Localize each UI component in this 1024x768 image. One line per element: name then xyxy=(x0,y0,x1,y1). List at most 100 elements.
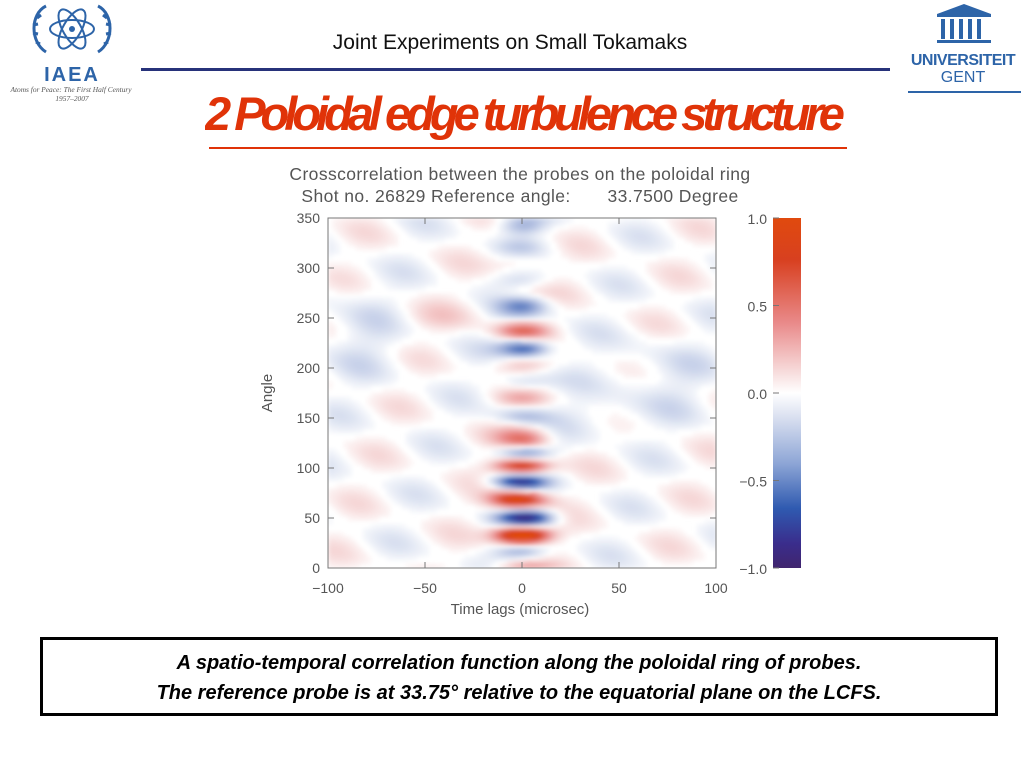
heatmap-cell xyxy=(545,373,550,378)
heatmap-cell xyxy=(518,408,523,414)
heatmap-cell xyxy=(467,385,473,390)
heatmap-cell xyxy=(463,265,469,271)
heatmap-cell xyxy=(351,504,356,509)
heatmap-cell xyxy=(611,269,616,275)
heatmap-cell xyxy=(584,556,589,561)
heatmap-cell xyxy=(452,472,457,478)
heatmap-cell xyxy=(537,305,542,311)
heatmap-cell xyxy=(541,552,546,557)
heatmap-cell xyxy=(452,257,457,263)
heatmap-cell xyxy=(611,329,616,334)
heatmap-cell xyxy=(498,293,504,299)
heatmap-cell xyxy=(560,460,566,466)
heatmap-cell xyxy=(374,273,380,279)
heatmap-cell xyxy=(525,436,531,442)
heatmap-cell xyxy=(339,416,345,422)
heatmap-cell xyxy=(576,516,581,521)
heatmap-cell xyxy=(475,261,480,267)
heatmap-cell xyxy=(397,313,403,319)
heatmap-cell xyxy=(545,468,550,474)
heatmap-cell xyxy=(545,361,550,366)
heatmap-cell xyxy=(362,218,368,223)
heatmap-cell xyxy=(529,345,535,350)
heatmap-cell xyxy=(510,353,515,358)
heatmap-cell xyxy=(370,245,376,251)
heatmap-cell xyxy=(397,389,403,394)
heatmap-cell xyxy=(564,484,570,490)
heatmap-cell xyxy=(370,305,376,311)
heatmap-cell xyxy=(603,381,608,386)
heatmap-cell xyxy=(328,488,333,494)
heatmap-cell xyxy=(541,245,546,251)
heatmap-cell xyxy=(518,528,523,533)
heatmap-cell xyxy=(386,536,391,541)
heatmap-cell xyxy=(549,393,554,398)
heatmap-cell xyxy=(572,321,577,326)
heatmap-cell xyxy=(529,500,535,505)
heatmap-cell xyxy=(490,249,496,255)
heatmap-cell xyxy=(529,233,535,239)
heatmap-cell xyxy=(584,464,589,470)
heatmap-cell xyxy=(444,385,449,390)
heatmap-cell xyxy=(335,265,341,271)
heatmap-cell xyxy=(362,317,368,323)
heatmap-cell xyxy=(572,512,577,517)
heatmap-cell xyxy=(362,412,368,418)
heatmap-cell xyxy=(545,229,550,235)
heatmap-cell xyxy=(328,361,333,366)
heatmap-cell xyxy=(560,249,566,255)
heatmap-cell xyxy=(483,261,488,267)
heatmap-cell xyxy=(370,349,376,354)
heatmap-cell xyxy=(572,365,577,370)
heatmap-cell xyxy=(626,456,632,462)
heatmap-cell xyxy=(362,229,368,235)
heatmap-cell xyxy=(626,218,632,223)
heatmap-cell xyxy=(440,325,445,330)
heatmap-cell xyxy=(456,444,461,450)
heatmap-cell xyxy=(522,504,527,509)
heatmap-cell xyxy=(436,540,442,545)
heatmap-cell xyxy=(347,420,352,426)
heatmap-cell xyxy=(409,476,414,482)
heatmap-cell xyxy=(525,504,531,509)
heatmap-cell xyxy=(580,289,585,295)
heatmap-cell xyxy=(506,329,511,334)
heatmap-cell xyxy=(490,269,496,275)
heatmap-cell xyxy=(351,548,356,553)
heatmap-cell xyxy=(576,369,581,374)
heatmap-cell xyxy=(417,369,422,374)
heatmap-cell xyxy=(382,468,387,474)
iaea-wordmark: IAEA xyxy=(44,64,100,86)
heatmap-cell xyxy=(533,464,539,470)
heatmap-cell xyxy=(545,472,550,478)
heatmap-cell xyxy=(549,309,554,315)
heatmap-cell xyxy=(347,297,352,303)
heatmap-cell xyxy=(355,245,360,251)
heatmap-cell xyxy=(428,444,434,450)
heatmap-cell xyxy=(475,500,480,505)
heatmap-cell xyxy=(339,369,345,374)
heatmap-cell xyxy=(347,233,352,239)
heatmap-cell xyxy=(576,365,581,370)
heatmap-cell xyxy=(432,317,438,323)
heatmap-cell xyxy=(339,377,345,382)
heatmap-cell xyxy=(390,297,395,303)
heatmap-cell xyxy=(564,404,570,410)
heatmap-cell xyxy=(440,460,445,466)
heatmap-cell xyxy=(409,432,414,438)
heatmap-cell xyxy=(622,488,628,494)
heatmap-cell xyxy=(382,400,387,406)
heatmap-cell xyxy=(351,281,356,287)
heatmap-cell xyxy=(475,408,480,414)
heatmap-cell xyxy=(382,536,387,541)
heatmap-cell xyxy=(510,460,515,466)
heatmap-cell xyxy=(409,233,414,239)
heatmap-cell xyxy=(467,400,473,406)
heatmap-cell xyxy=(533,237,539,243)
heatmap-cell xyxy=(599,313,605,319)
heatmap-cell xyxy=(483,400,488,406)
heatmap-cell xyxy=(459,408,465,414)
heatmap-cell xyxy=(494,476,500,482)
heatmap-cell xyxy=(498,305,504,311)
heatmap-cell xyxy=(490,281,496,287)
